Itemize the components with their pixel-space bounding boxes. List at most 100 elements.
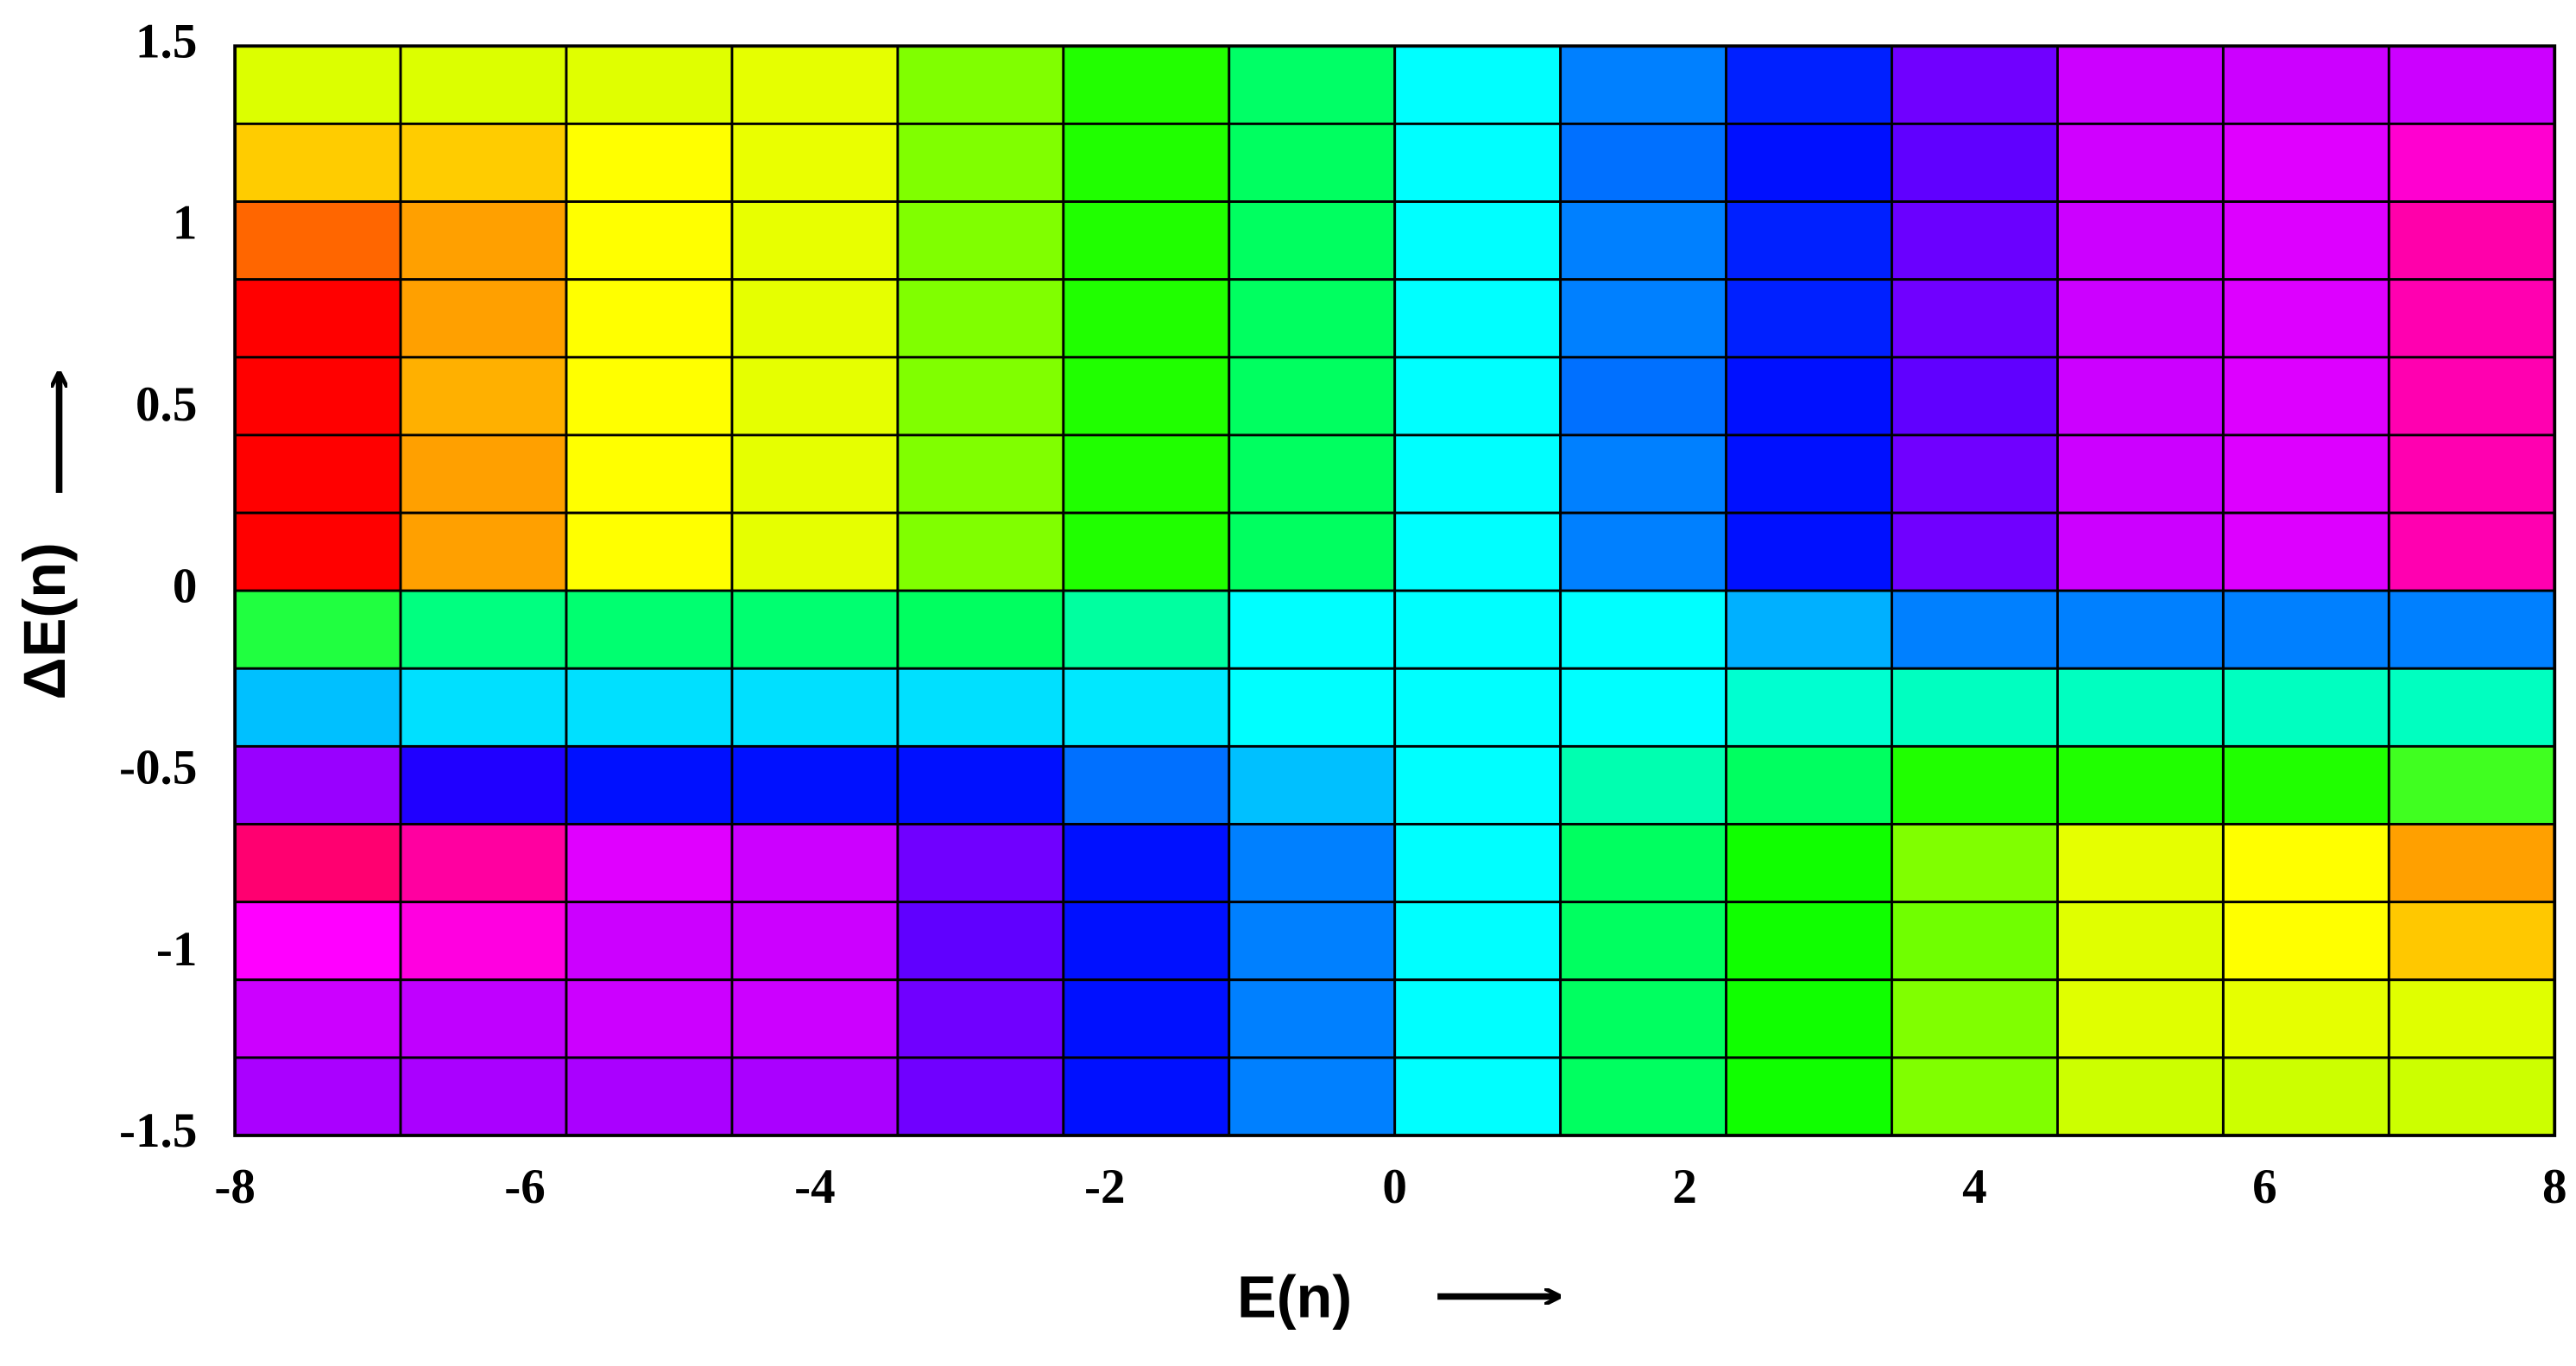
heatmap-cell: [2387, 433, 2556, 515]
heatmap-cell: [565, 44, 734, 125]
heatmap-cell: [1891, 1056, 2059, 1137]
heatmap-cell: [1393, 1056, 1563, 1137]
heatmap-cell: [2221, 978, 2390, 1059]
heatmap-cell: [2056, 511, 2225, 592]
heatmap-cell: [565, 511, 734, 592]
heatmap-cell: [233, 278, 402, 359]
heatmap-cell: [1393, 823, 1563, 904]
heatmap-cell: [1725, 511, 1893, 592]
heatmap-cell: [1062, 200, 1231, 281]
plot-border: [233, 44, 2557, 1137]
heatmap-cell: [1228, 511, 1397, 592]
heatmap-cell: [896, 356, 1065, 437]
heatmap-cell: [730, 667, 900, 748]
heatmap-cell: [1062, 589, 1231, 670]
heatmap-cell: [1393, 44, 1563, 125]
y-axis-label: ΔE(n): [11, 542, 78, 699]
heatmap-cell: [1725, 356, 1893, 437]
heatmap-cell: [730, 978, 900, 1059]
heatmap-cell: [233, 511, 402, 592]
heatmap-cell: [2387, 744, 2556, 825]
x-tick-label: -2: [1084, 1160, 1126, 1214]
heatmap-cell: [730, 433, 900, 515]
heatmap-cell: [1228, 122, 1397, 203]
heatmap-cell: [2221, 433, 2390, 515]
heatmap-cell: [565, 433, 734, 515]
heatmap-cell: [730, 200, 900, 281]
x-tick-label: 0: [1382, 1160, 1407, 1214]
heatmap-cell: [2221, 744, 2390, 825]
heatmap-cell: [2221, 667, 2390, 748]
heatmap-cell: [1559, 823, 1727, 904]
heatmap-cell: [1559, 278, 1727, 359]
heatmap-cell: [2387, 356, 2556, 437]
heatmap-cell: [1062, 44, 1231, 125]
heatmap-cell: [2056, 122, 2225, 203]
heatmap-cell: [233, 667, 402, 748]
heatmap-cell: [2387, 200, 2556, 281]
heatmap-cell: [233, 978, 402, 1059]
heatmap-cell: [896, 200, 1065, 281]
x-tick-label: 6: [2252, 1160, 2277, 1214]
y-tick-label: 1: [173, 196, 198, 250]
cells: [233, 44, 2556, 1137]
heatmap-cell: [565, 823, 734, 904]
heatmap-cell: [2387, 1056, 2556, 1137]
heatmap-cell: [1062, 356, 1231, 437]
heatmap-cell: [1559, 589, 1727, 670]
heatmap-cell: [2056, 44, 2225, 125]
heatmap-cell: [1228, 744, 1397, 825]
heatmap-cell: [1559, 667, 1727, 748]
x-tick-label: 4: [1962, 1160, 1987, 1214]
heatmap-cell: [2221, 823, 2390, 904]
y-tick-label: 0.5: [136, 377, 197, 432]
y-tick-label: 1.5: [136, 14, 197, 68]
heatmap-cell: [2221, 200, 2390, 281]
heatmap-cell: [1891, 667, 2059, 748]
heatmap-cell: [2221, 589, 2390, 670]
heatmap-cell: [2056, 589, 2225, 670]
heatmap-cell: [730, 356, 900, 437]
heatmap-cell: [1891, 278, 2059, 359]
heatmap-cell: [1062, 1056, 1231, 1137]
heatmap-cell: [565, 589, 734, 670]
heatmap-cell: [1725, 278, 1893, 359]
heatmap-cell: [1062, 744, 1231, 825]
y-tick-label: -1: [156, 922, 198, 977]
heatmap-cell: [1228, 978, 1397, 1059]
heatmap-cell: [1891, 200, 2059, 281]
heatmap-cell: [399, 744, 568, 825]
heatmap-cell: [399, 823, 568, 904]
heatmap-cell: [2056, 667, 2225, 748]
heatmap-cell: [2387, 589, 2556, 670]
heatmap-cell: [399, 433, 568, 515]
heatmap-cell: [565, 978, 734, 1059]
heatmap-cell: [730, 1056, 900, 1137]
heatmap-cell: [1725, 667, 1893, 748]
heatmap-cell: [565, 356, 734, 437]
heatmap-cell: [1393, 511, 1563, 592]
heatmap-cell: [1725, 44, 1893, 125]
x-axis-label: E(n): [1237, 1263, 1352, 1330]
heatmap-cell: [1393, 978, 1563, 1059]
heatmap-cell: [1062, 433, 1231, 515]
heatmap-cell: [730, 122, 900, 203]
heatmap-cell: [896, 44, 1065, 125]
heatmap-cell: [2056, 433, 2225, 515]
heatmap-cell: [1725, 589, 1893, 670]
heatmap-cell: [399, 200, 568, 281]
heatmap-cell: [896, 978, 1065, 1059]
heatmap-cell: [1228, 44, 1397, 125]
heatmap-cell: [565, 744, 734, 825]
heatmap-cell: [399, 356, 568, 437]
heatmap-cell: [1891, 122, 2059, 203]
heatmap-cell: [1559, 200, 1727, 281]
heatmap-cell: [2056, 1056, 2225, 1137]
heatmap-cell: [2221, 356, 2390, 437]
heatmap-cell: [233, 1056, 402, 1137]
heatmap-cell: [233, 122, 402, 203]
heatmap-cell: [2056, 278, 2225, 359]
heatmap-cell: [2221, 122, 2390, 203]
